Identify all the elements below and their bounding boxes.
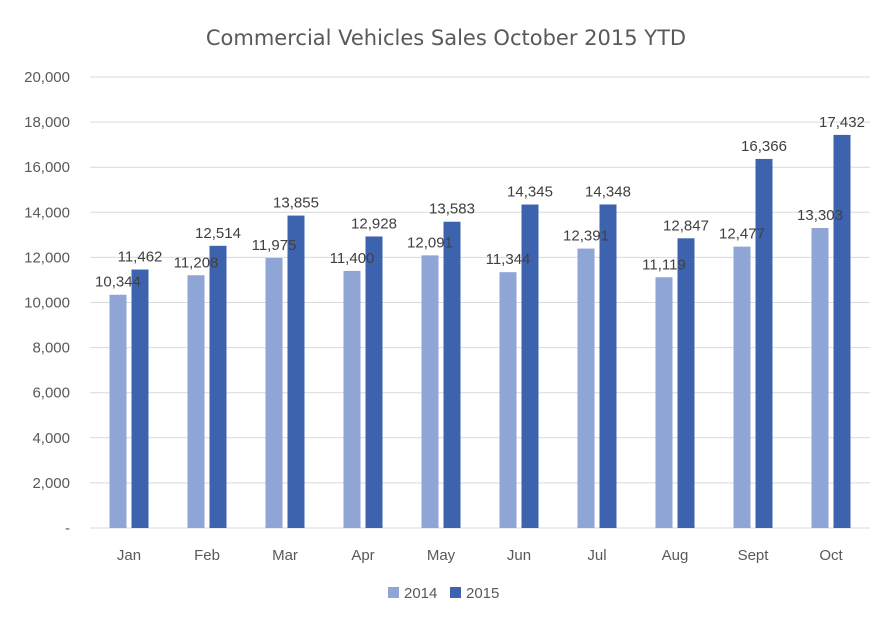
bar-2014-Apr xyxy=(343,270,361,528)
y-tick-label: 4,000 xyxy=(32,430,70,447)
bar-2015-Oct xyxy=(833,134,851,529)
y-tick-label: 14,000 xyxy=(24,204,70,221)
bar-2015-Jul xyxy=(599,204,617,528)
y-tick-label: 8,000 xyxy=(32,340,70,357)
data-label: 11,344 xyxy=(486,251,531,268)
bar-2014-Sept xyxy=(733,246,751,528)
y-tick-label: 20,000 xyxy=(24,69,70,86)
bar-2014-Jan xyxy=(109,294,127,528)
x-axis-ticks: Jan Feb Mar Apr May Jun Jul Aug Sept Oct xyxy=(117,547,844,564)
bar-2014-Jun xyxy=(499,272,517,528)
x-tick-label: Sept xyxy=(738,547,770,564)
chart-title: Commercial Vehicles Sales October 2015 Y… xyxy=(206,26,686,50)
bars xyxy=(109,134,851,529)
data-label: 12,514 xyxy=(195,225,241,242)
data-label: 14,345 xyxy=(507,184,553,201)
data-labels: 10,344 11,462 11,208 12,514 11,975 13,855 11,4… xyxy=(95,114,865,291)
data-label: 14,348 xyxy=(585,183,631,200)
y-tick-label: 18,000 xyxy=(24,114,70,131)
x-tick-label: Jul xyxy=(587,547,606,564)
x-tick-label: Aug xyxy=(662,547,689,564)
bar-2015-Apr xyxy=(365,236,383,528)
bar-2015-Jan xyxy=(131,269,149,528)
data-label: 12,091 xyxy=(407,234,453,251)
y-axis-ticks: - 2,000 4,000 6,000 8,000 10,000 12,000 14,000 1… xyxy=(24,69,70,537)
data-label: 16,366 xyxy=(741,138,787,155)
data-label: 13,303 xyxy=(797,207,843,224)
legend-swatch-2015 xyxy=(450,587,461,598)
bar-2015-Sept xyxy=(755,158,773,528)
bar-2015-Feb xyxy=(209,245,227,528)
bar-2015-Aug xyxy=(677,238,695,528)
data-label: 11,975 xyxy=(252,237,297,254)
bar-2014-Mar xyxy=(265,257,283,528)
x-tick-label: Mar xyxy=(272,547,298,564)
bar-2014-Feb xyxy=(187,275,205,528)
data-label: 11,400 xyxy=(330,250,375,267)
x-tick-label: Apr xyxy=(351,547,374,564)
legend-label-2014: 2014 xyxy=(404,585,437,602)
y-tick-label: 16,000 xyxy=(24,159,70,176)
data-label: 11,119 xyxy=(642,256,686,273)
data-label: 17,432 xyxy=(819,114,865,131)
x-tick-label: Oct xyxy=(819,547,843,564)
data-label: 12,477 xyxy=(719,226,765,243)
data-label: 13,855 xyxy=(273,195,319,212)
data-label: 12,847 xyxy=(663,217,709,234)
legend-swatch-2014 xyxy=(388,587,399,598)
bar-2014-Jul xyxy=(577,248,595,528)
y-tick-label: 6,000 xyxy=(32,385,70,402)
x-tick-label: Feb xyxy=(194,547,220,564)
legend-label-2015: 2015 xyxy=(466,585,499,602)
data-label: 11,462 xyxy=(118,249,163,266)
legend: 2014 2015 xyxy=(388,585,499,602)
y-tick-label: 12,000 xyxy=(24,249,70,266)
y-tick-label: - xyxy=(65,520,70,537)
x-tick-label: May xyxy=(427,547,456,564)
data-label: 10,344 xyxy=(95,274,141,291)
y-tick-label: 10,000 xyxy=(24,295,70,312)
bar-2014-Aug xyxy=(655,277,673,528)
data-label: 11,208 xyxy=(174,254,219,271)
bar-2015-Jun xyxy=(521,204,539,528)
bar-2015-May xyxy=(443,221,461,528)
data-label: 13,583 xyxy=(429,201,475,218)
y-tick-label: 2,000 xyxy=(32,475,70,492)
x-tick-label: Jan xyxy=(117,547,141,564)
x-tick-label: Jun xyxy=(507,547,531,564)
data-label: 12,928 xyxy=(351,215,397,232)
bar-2014-May xyxy=(421,255,439,528)
bar-2015-Mar xyxy=(287,215,305,528)
bar-2014-Oct xyxy=(811,228,829,529)
data-label: 12,391 xyxy=(563,228,609,245)
